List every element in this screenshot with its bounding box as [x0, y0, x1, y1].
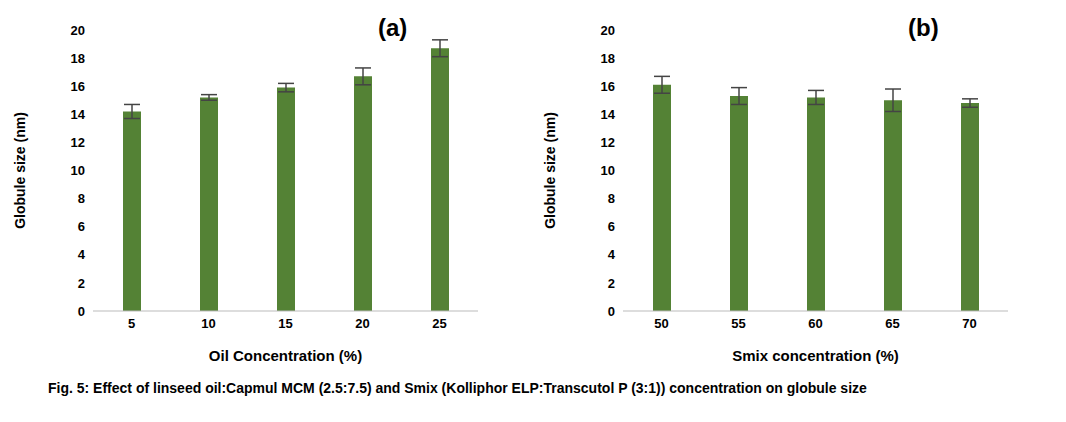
svg-text:2: 2 — [608, 276, 615, 291]
svg-text:6: 6 — [608, 219, 615, 234]
svg-text:10: 10 — [201, 316, 215, 331]
svg-text:4: 4 — [608, 247, 616, 262]
svg-text:Smix concentration (%): Smix concentration (%) — [732, 347, 899, 364]
svg-text:6: 6 — [78, 219, 85, 234]
svg-text:12: 12 — [71, 135, 85, 150]
svg-text:Globule size (nm): Globule size (nm) — [542, 112, 558, 229]
svg-text:0: 0 — [78, 304, 85, 319]
html-text:(b): (b) — [908, 14, 939, 41]
svg-text:20: 20 — [355, 316, 369, 331]
svg-text:55: 55 — [731, 316, 745, 331]
svg-text:8: 8 — [78, 191, 85, 206]
svg-text:0: 0 — [608, 304, 615, 319]
svg-text:8: 8 — [608, 191, 615, 206]
svg-text:25: 25 — [432, 316, 446, 331]
svg-text:18: 18 — [601, 51, 615, 66]
svg-text:60: 60 — [808, 316, 822, 331]
svg-text:16: 16 — [601, 79, 615, 94]
svg-text:2: 2 — [78, 276, 85, 291]
svg-text:12: 12 — [601, 135, 615, 150]
svg-text:20: 20 — [71, 23, 85, 38]
svg-text:14: 14 — [71, 107, 86, 122]
svg-text:10: 10 — [71, 163, 85, 178]
svg-text:14: 14 — [601, 107, 616, 122]
svg-text:16: 16 — [71, 79, 85, 94]
html-text:Fig. 5: Effect of linseed oil:: Fig. 5: Effect of linseed oil:Capmul MCM… — [48, 380, 867, 396]
svg-text:70: 70 — [962, 316, 976, 331]
svg-text:5: 5 — [128, 316, 135, 331]
svg-text:50: 50 — [654, 316, 668, 331]
svg-text:65: 65 — [885, 316, 899, 331]
svg-text:Globule size (nm): Globule size (nm) — [12, 112, 28, 229]
svg-text:15: 15 — [278, 316, 292, 331]
html-text:(a): (a) — [378, 14, 408, 41]
svg-text:20: 20 — [601, 23, 615, 38]
svg-text:4: 4 — [78, 247, 86, 262]
svg-text:Oil Concentration (%): Oil Concentration (%) — [209, 347, 362, 364]
svg-text:10: 10 — [601, 163, 615, 178]
svg-text:18: 18 — [71, 51, 85, 66]
